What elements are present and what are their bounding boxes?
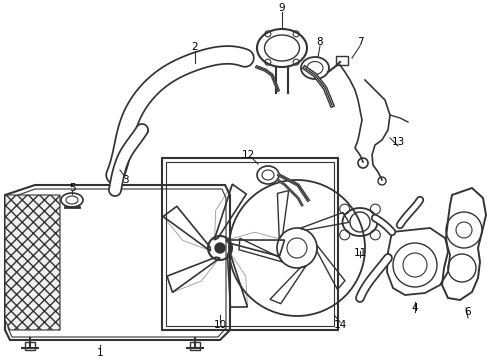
Text: 10: 10 [214, 320, 226, 330]
Text: 11: 11 [353, 248, 367, 258]
Text: 6: 6 [465, 307, 471, 317]
Text: 4: 4 [412, 303, 418, 313]
Polygon shape [5, 195, 60, 330]
Text: 13: 13 [392, 137, 405, 147]
Text: 3: 3 [122, 175, 128, 185]
Text: 8: 8 [317, 37, 323, 47]
Text: 5: 5 [69, 183, 75, 193]
Text: 2: 2 [192, 42, 198, 52]
Text: 14: 14 [333, 320, 346, 330]
Text: 1: 1 [97, 348, 103, 358]
Text: 9: 9 [279, 3, 285, 13]
Text: 7: 7 [357, 37, 363, 47]
Circle shape [215, 243, 225, 253]
Text: 12: 12 [242, 150, 255, 160]
